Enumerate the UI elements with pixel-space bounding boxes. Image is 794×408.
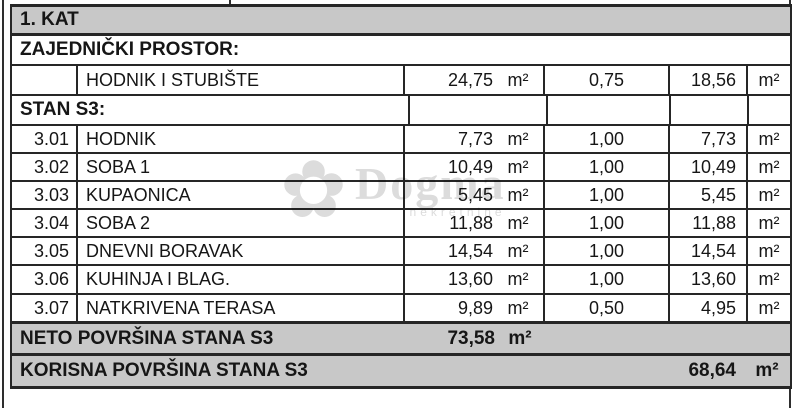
reduced-area-cell: 5,45: [668, 182, 746, 208]
room-number-cell: 3.07: [33, 297, 69, 318]
area-value: 10,49: [447, 156, 493, 177]
coefficient-cell: 0,75: [543, 66, 668, 94]
reduced-unit-cell: m²: [746, 66, 790, 94]
apartment-header-row: STAN S3:: [12, 96, 790, 126]
empty-area-cell: [407, 96, 546, 124]
reduced-unit-cell: m²: [746, 238, 790, 264]
reduced-unit-cell: m²: [746, 210, 790, 236]
reduced-unit-cell: m²: [746, 126, 790, 152]
room-number-cell: 3.05: [33, 240, 69, 261]
usable-area-label: KORISNA POVRŠINA STANA S3: [20, 360, 308, 381]
room-row: 3.04 SOBA 2 11,88 m² 1,00 11,88 m²: [12, 210, 790, 238]
room-row: 3.06 KUHINJA I BLAG. 13,60 m² 1,00 13,60…: [12, 266, 790, 295]
room-number-cell: 3.02: [33, 156, 69, 177]
area-value: 13,60: [447, 269, 493, 289]
apartment-title: STAN S3:: [20, 99, 106, 120]
coefficient-cell: 1,00: [543, 266, 668, 293]
outer-left-frame-line: [2, 0, 4, 408]
area-unit: m²: [507, 297, 529, 318]
usable-area-total-row: KORISNA POVRŠINA STANA S3 68,64 m²: [12, 356, 790, 389]
room-number-cell: 3.04: [33, 212, 69, 233]
room-name-cell: DNEVNI BORAVAK: [76, 238, 403, 264]
area-value: 5,45: [457, 184, 493, 205]
room-name-cell: KUHINJA I BLAG.: [76, 266, 403, 293]
reduced-area-cell: 13,60: [668, 266, 746, 293]
coefficient-cell: 1,00: [543, 126, 668, 152]
net-area-label: NETO POVRŠINA STANA S3: [20, 327, 274, 349]
room-number-cell: 3.01: [33, 128, 69, 149]
coefficient-cell: 1,00: [543, 182, 668, 208]
top-border-stub: [229, 0, 231, 5]
room-row: 3.07 NATKRIVENA TERASA 9,89 m² 0,50 4,95…: [12, 295, 790, 324]
empty-unit-cell: [746, 96, 790, 124]
area-cell: 11,88 m²: [403, 210, 543, 236]
common-space-title: ZAJEDNIČKI PROSTOR:: [20, 39, 240, 60]
room-name-cell: NATKRIVENA TERASA: [76, 295, 403, 321]
reduced-area-cell: 14,54: [668, 238, 746, 264]
room-row: 3.03 KUPAONICA 5,45 m² 1,00 5,45 m²: [12, 182, 790, 210]
room-number-cell: 3.03: [33, 184, 69, 205]
reduced-unit-cell: m²: [746, 154, 790, 180]
common-space-header-row: ZAJEDNIČKI PROSTOR:: [12, 36, 790, 66]
area-unit: m²: [507, 128, 529, 149]
net-area-unit: m²: [508, 327, 532, 349]
area-unit: m²: [507, 184, 529, 205]
area-cell: 14,54 m²: [403, 238, 543, 264]
reduced-area-cell: 4,95: [668, 295, 746, 321]
net-area-total-row: NETO POVRŠINA STANA S3 73,58 m²: [12, 324, 790, 356]
area-cell: 9,89 m²: [403, 295, 543, 321]
room-row: 3.02 SOBA 1 10,49 m² 1,00 10,49 m²: [12, 154, 790, 182]
area-cell: 13,60 m²: [403, 266, 543, 293]
room-row: 3.01 HODNIK 7,73 m² 1,00 7,73 m²: [12, 126, 790, 154]
coefficient-cell: 1,00: [543, 154, 668, 180]
room-name-cell: HODNIK: [76, 126, 403, 152]
floor-header-row: 1. KAT: [12, 7, 790, 36]
reduced-area-cell: 10,49: [668, 154, 746, 180]
common-area-row: HODNIK I STUBIŠTE 24,75 m² 0,75 18,56 m²: [12, 66, 790, 96]
room-name-cell: SOBA 2: [76, 210, 403, 236]
floor-area-table: 1. KAT ZAJEDNIČKI PROSTOR: HODNIK I STUB…: [10, 4, 792, 389]
area-unit: m²: [507, 69, 529, 90]
reduced-area-cell: 18,56: [668, 66, 746, 94]
reduced-unit-cell: m²: [746, 182, 790, 208]
area-cell: 24,75 m²: [403, 66, 543, 94]
area-unit: m²: [507, 240, 529, 261]
area-unit: m²: [507, 156, 529, 177]
coefficient-cell: 0,50: [543, 295, 668, 321]
reduced-unit-cell: m²: [746, 295, 790, 321]
room-number-cell: 3.06: [33, 269, 69, 289]
room-number-cell: [12, 66, 76, 94]
coefficient-cell: 1,00: [543, 238, 668, 264]
coefficient-cell: 1,00: [543, 210, 668, 236]
empty-coefficient-cell: [546, 96, 669, 124]
area-value: 9,89: [457, 297, 493, 318]
area-unit: m²: [507, 269, 529, 289]
reduced-area-cell: 7,73: [668, 126, 746, 152]
empty-reduced-cell: [669, 96, 746, 124]
area-value: 7,73: [457, 128, 493, 149]
room-name-cell: SOBA 1: [76, 154, 403, 180]
room-row: 3.05 DNEVNI BORAVAK 14,54 m² 1,00 14,54 …: [12, 238, 790, 266]
room-name-cell: KUPAONICA: [76, 182, 403, 208]
net-area-value: 73,58: [447, 327, 495, 349]
room-name-cell: HODNIK I STUBIŠTE: [76, 66, 403, 94]
usable-area-value: 68,64: [688, 360, 736, 381]
net-area-value-cell: 73,58 m²: [405, 324, 545, 353]
reduced-unit-cell: m²: [746, 266, 790, 293]
reduced-area-cell: 11,88: [668, 210, 746, 236]
area-value: 11,88: [449, 212, 493, 233]
area-cell: 10,49 m²: [403, 154, 543, 180]
area-value: 24,75: [447, 69, 493, 90]
floor-title: 1. KAT: [20, 9, 79, 30]
area-unit: m²: [507, 212, 529, 233]
net-area-empty-space: [545, 324, 790, 353]
usable-area-unit: m²: [755, 360, 779, 381]
area-cell: 5,45 m²: [403, 182, 543, 208]
area-value: 14,54: [447, 240, 493, 261]
area-cell: 7,73 m²: [403, 126, 543, 152]
